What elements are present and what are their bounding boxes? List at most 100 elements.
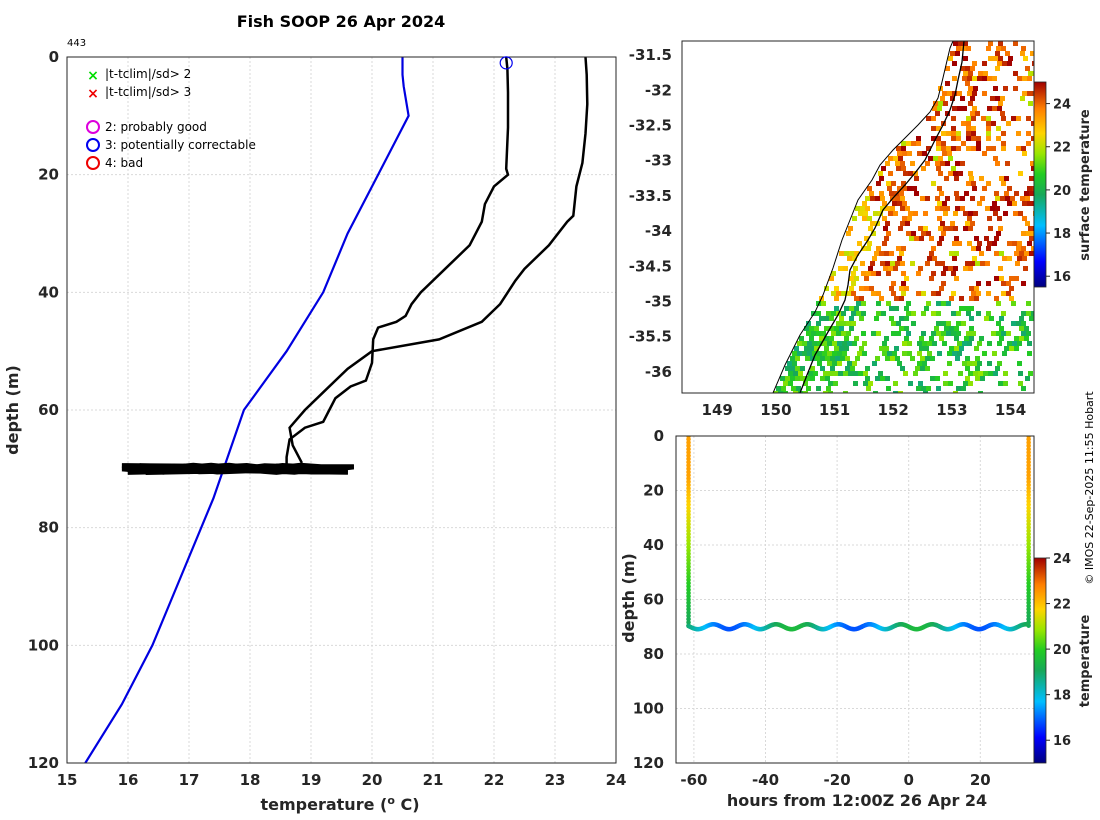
sst-cell bbox=[841, 311, 846, 316]
sst-cell bbox=[861, 271, 866, 276]
sst-cell bbox=[850, 366, 855, 371]
sst-cell bbox=[986, 181, 991, 186]
y-axis-label: depth (m) bbox=[3, 365, 22, 455]
sst-cell bbox=[921, 166, 926, 171]
sst-cell bbox=[954, 236, 959, 241]
sst-cell bbox=[798, 371, 803, 376]
sst-cell bbox=[1021, 146, 1026, 151]
sst-cell bbox=[805, 376, 810, 381]
sst-cell bbox=[831, 271, 836, 276]
sst-cell bbox=[956, 331, 961, 336]
sst-cell bbox=[895, 356, 900, 361]
descent-point bbox=[1026, 456, 1031, 462]
sst-cell bbox=[884, 236, 889, 241]
sst-cell bbox=[996, 46, 1001, 51]
climatology-upper-line bbox=[288, 57, 589, 464]
descent-point bbox=[686, 616, 691, 622]
sst-cell bbox=[993, 86, 998, 91]
sst-cell bbox=[805, 356, 810, 361]
sst-cell bbox=[1000, 196, 1005, 201]
sst-cell bbox=[901, 246, 906, 251]
sst-cell bbox=[907, 151, 912, 156]
sst-cell bbox=[859, 346, 864, 351]
sst-cell bbox=[941, 146, 946, 151]
sst-cell bbox=[1008, 56, 1013, 61]
sst-cell bbox=[965, 376, 970, 381]
sst-cell bbox=[933, 101, 938, 106]
shelf-contour bbox=[799, 41, 965, 393]
temperature-colorbar bbox=[1033, 557, 1047, 764]
sst-colorbar-tick-label: 20 bbox=[1053, 184, 1071, 199]
sst-cell bbox=[834, 286, 839, 291]
descent-point bbox=[1026, 564, 1031, 570]
descent-point bbox=[686, 453, 691, 458]
sst-cell bbox=[965, 221, 970, 226]
sst-cell bbox=[1001, 116, 1006, 121]
sst-cell bbox=[1031, 311, 1034, 316]
sst-cell bbox=[940, 96, 945, 101]
descent-point bbox=[1026, 521, 1031, 527]
sst-cell bbox=[967, 76, 972, 81]
sst-cell bbox=[904, 316, 909, 321]
sst-cell bbox=[901, 281, 906, 286]
sst-cell bbox=[791, 386, 796, 391]
sst-cell bbox=[876, 301, 881, 306]
sst-cell bbox=[1017, 76, 1022, 81]
sst-cell bbox=[941, 281, 946, 286]
sst-cell bbox=[937, 216, 942, 221]
descent-point bbox=[1026, 508, 1031, 514]
sst-cell bbox=[962, 361, 967, 366]
sst-cell bbox=[997, 106, 1002, 111]
descent-point bbox=[686, 489, 691, 494]
sst-cell bbox=[935, 196, 940, 201]
sst-cell bbox=[896, 166, 901, 171]
sst-cell bbox=[938, 101, 943, 106]
sst-cell bbox=[920, 196, 925, 201]
sst-cell bbox=[902, 216, 907, 221]
sst-cell bbox=[827, 341, 832, 346]
descent-point bbox=[686, 600, 691, 606]
sst-cell bbox=[882, 216, 887, 221]
sst-cell bbox=[790, 356, 795, 361]
sst-cell bbox=[971, 126, 976, 131]
descent-point bbox=[1026, 590, 1031, 596]
time-x-tick-label: -40 bbox=[752, 771, 779, 789]
sst-cell bbox=[1027, 341, 1032, 346]
sst-cell bbox=[814, 326, 819, 331]
sst-cell bbox=[956, 136, 961, 141]
x-axis-unit-sup: o bbox=[387, 794, 395, 807]
sst-cell bbox=[829, 326, 834, 331]
sst-cell bbox=[800, 366, 805, 371]
sst-cell bbox=[871, 291, 876, 296]
sst-cell bbox=[836, 291, 841, 296]
sst-colorbar-tick-label: 22 bbox=[1053, 141, 1071, 156]
sst-cell bbox=[955, 196, 960, 201]
sst-cell bbox=[932, 341, 937, 346]
sst-cell bbox=[886, 271, 891, 276]
sst-cell bbox=[813, 371, 818, 376]
sst-cell bbox=[955, 206, 960, 211]
sst-cell bbox=[1012, 241, 1017, 246]
sst-cell bbox=[898, 226, 903, 231]
descent-point bbox=[686, 531, 691, 537]
sst-cell bbox=[841, 321, 846, 326]
sst-cell bbox=[979, 336, 984, 341]
sst-cell bbox=[810, 376, 815, 381]
sst-cell bbox=[923, 226, 928, 231]
sst-cell bbox=[788, 371, 793, 376]
sst-cell bbox=[829, 316, 834, 321]
sst-cell bbox=[893, 391, 898, 393]
sst-cell bbox=[821, 331, 826, 336]
sst-cell bbox=[996, 231, 1001, 236]
sst-cell bbox=[956, 46, 961, 51]
sst-cell bbox=[852, 361, 857, 366]
sst-cell bbox=[950, 96, 955, 101]
descent-point bbox=[686, 551, 691, 557]
sst-cell bbox=[936, 146, 941, 151]
sst-cell bbox=[1017, 241, 1022, 246]
sst-cell bbox=[942, 201, 947, 206]
sst-cell bbox=[854, 336, 859, 341]
sst-cell bbox=[991, 121, 996, 126]
sst-cell bbox=[785, 376, 790, 381]
sst-cell bbox=[843, 266, 848, 271]
